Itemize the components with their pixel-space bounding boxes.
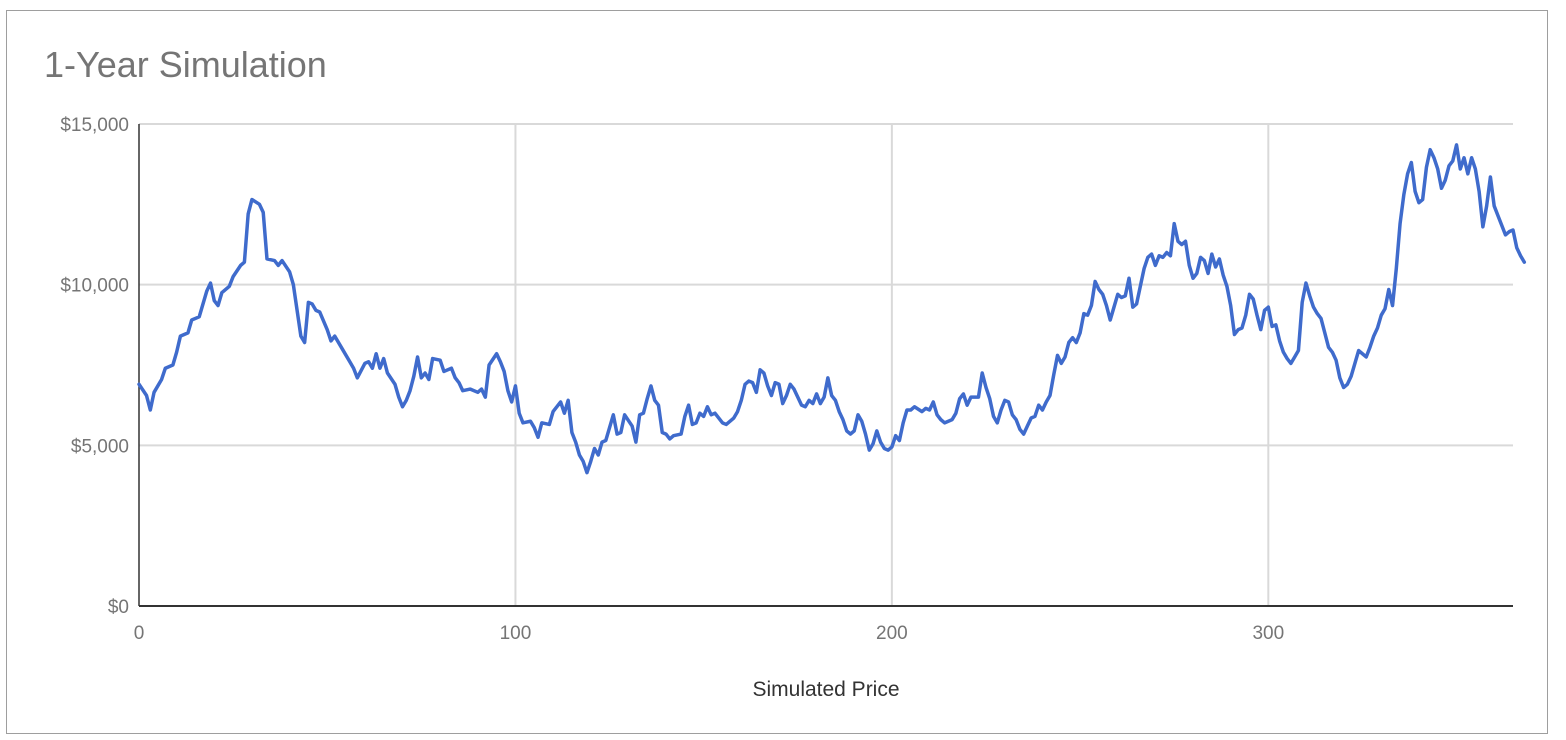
series-line <box>137 143 1527 475</box>
x-tick-label: 0 <box>134 623 145 644</box>
y-axis-ticks: $0 $5,000 $10,000 $15,000 <box>60 115 129 618</box>
chart-frame <box>6 10 1548 734</box>
grid-lines <box>139 123 1513 606</box>
y-tick-label: $10,000 <box>60 276 129 297</box>
x-axis-label: Simulated Price <box>752 678 899 701</box>
x-axis-ticks: 0 100 200 300 <box>134 623 1284 644</box>
y-tick-label: $5,000 <box>71 436 129 457</box>
x-tick-label: 100 <box>500 623 532 644</box>
y-tick-label: $15,000 <box>60 115 129 136</box>
y-tick-label: $0 <box>108 597 129 618</box>
chart-title: 1-Year Simulation <box>44 44 327 85</box>
x-tick-label: 200 <box>876 623 908 644</box>
x-tick-label: 300 <box>1252 623 1284 644</box>
